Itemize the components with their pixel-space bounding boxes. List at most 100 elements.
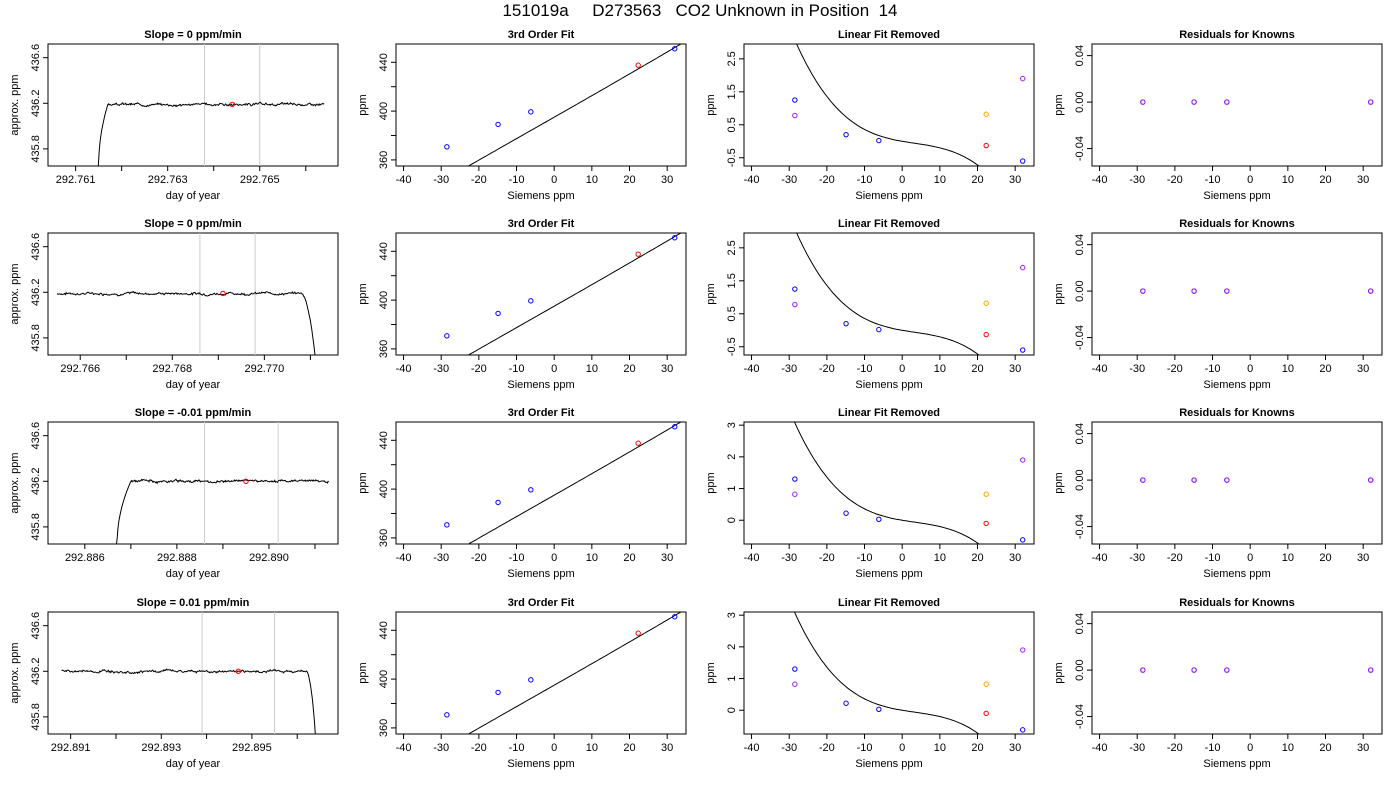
data-point: [1191, 288, 1197, 294]
y-tick-label: 360: [378, 151, 390, 169]
x-tick-label: -20: [819, 742, 835, 754]
y-axis-label: approx. ppm: [9, 642, 21, 703]
x-tick-label: -10: [509, 742, 525, 754]
y-tick-label: 0.00: [1074, 469, 1086, 490]
y-axis-label: ppm: [357, 472, 369, 493]
y-axis-label: ppm: [1053, 94, 1065, 115]
data-point: [1020, 537, 1026, 543]
plot-area: [792, 612, 1026, 734]
y-tick-label: -0.5: [726, 337, 738, 356]
plot-area: [444, 44, 682, 166]
y-tick-label: 436.6: [30, 422, 42, 450]
x-tick-label: 0: [551, 742, 557, 754]
y-tick-label: -0.04: [1074, 136, 1086, 161]
x-tick-label: 292.888: [157, 552, 197, 564]
x-axis-label: Siemens ppm: [507, 758, 574, 770]
x-tick-label: 10: [1282, 363, 1294, 375]
fit-curve: [467, 44, 682, 166]
y-tick-label: 440: [378, 621, 390, 639]
data-point: [983, 710, 989, 717]
x-tick-label: 30: [661, 742, 673, 754]
x-tick-label: 30: [1009, 552, 1021, 564]
data-point: [635, 630, 641, 636]
x-axis-label: Siemens ppm: [1203, 190, 1270, 202]
x-tick-label: -30: [781, 552, 797, 564]
y-tick-label: 1: [726, 675, 738, 681]
x-tick-label: 292.761: [56, 174, 96, 186]
plot-frame: [1091, 43, 1383, 167]
y-tick-label: 400: [378, 670, 390, 688]
data-point: [983, 142, 989, 149]
x-tick-label: 0: [1247, 552, 1253, 564]
data-point: [1224, 99, 1230, 105]
data-point: [1020, 347, 1026, 353]
x-tick-label: 10: [586, 742, 598, 754]
x-tick-label: -20: [471, 742, 487, 754]
data-point: [1140, 99, 1146, 105]
data-point: [635, 62, 641, 68]
plot-area: [94, 44, 325, 166]
data-point: [792, 681, 798, 687]
x-tick-label: 30: [1357, 552, 1369, 564]
x-tick-label: 292.895: [232, 742, 272, 754]
data-point: [495, 499, 501, 506]
y-tick-label: 0.5: [726, 306, 738, 321]
y-tick-label: 2: [726, 644, 738, 650]
y-tick-label: 0.04: [1074, 613, 1086, 634]
x-tick-label: -10: [857, 363, 873, 375]
panel-title: Linear Fit Removed: [838, 407, 940, 419]
y-tick-label: -0.5: [726, 148, 738, 167]
x-tick-label: -20: [471, 552, 487, 564]
x-tick-label: 292.768: [152, 363, 192, 375]
x-tick-label: -10: [1205, 552, 1221, 564]
y-tick-label: 0.04: [1074, 234, 1086, 255]
data-point: [672, 614, 678, 620]
y-tick-label: 435.8: [30, 135, 42, 163]
data-point: [1020, 75, 1026, 82]
y-axis-label: ppm: [705, 662, 717, 683]
x-tick-label: 30: [661, 174, 673, 186]
data-point: [528, 487, 534, 493]
x-tick-label: 20: [1319, 174, 1331, 186]
x-tick-label: -30: [433, 174, 449, 186]
trace-line: [56, 290, 316, 355]
y-tick-label: 435.8: [30, 324, 42, 352]
fit-curve: [793, 612, 980, 734]
panel-title: Slope = 0.01 ppm/min: [137, 597, 250, 609]
x-axis-label: Siemens ppm: [855, 568, 922, 580]
panel-title: 3rd Order Fit: [508, 407, 575, 419]
x-tick-label: -40: [1092, 174, 1108, 186]
panel-title: 3rd Order Fit: [508, 29, 575, 41]
x-tick-label: -10: [509, 174, 525, 186]
trace-line: [61, 668, 316, 734]
y-tick-label: 3: [726, 422, 738, 428]
x-tick-label: 30: [1357, 742, 1369, 754]
y-tick-label: 1: [726, 485, 738, 491]
data-point: [843, 700, 849, 706]
plot-frame: [1091, 421, 1383, 545]
x-tick-label: 0: [551, 552, 557, 564]
data-point: [843, 131, 849, 138]
x-tick-label: -40: [1092, 552, 1108, 564]
x-tick-label: -20: [1167, 552, 1183, 564]
data-point: [635, 251, 641, 257]
fit-curve: [467, 422, 682, 544]
data-point: [1140, 667, 1146, 673]
x-tick-label: 292.765: [240, 174, 280, 186]
x-tick-label: 292.886: [65, 552, 105, 564]
x-tick-label: 0: [899, 174, 905, 186]
x-tick-label: -30: [781, 174, 797, 186]
y-axis-label: approx. ppm: [9, 74, 21, 135]
x-tick-label: 30: [1009, 174, 1021, 186]
x-tick-label: 10: [1282, 552, 1294, 564]
y-tick-label: 1.5: [726, 84, 738, 99]
x-tick-label: -30: [1129, 742, 1145, 754]
data-point: [1368, 477, 1374, 483]
x-axis-label: Siemens ppm: [507, 568, 574, 580]
data-point: [792, 112, 798, 119]
y-tick-label: -0.04: [1074, 325, 1086, 350]
x-tick-label: -30: [433, 742, 449, 754]
x-tick-label: 20: [971, 174, 983, 186]
x-axis-label: Siemens ppm: [1203, 568, 1270, 580]
x-tick-label: 20: [623, 363, 635, 375]
